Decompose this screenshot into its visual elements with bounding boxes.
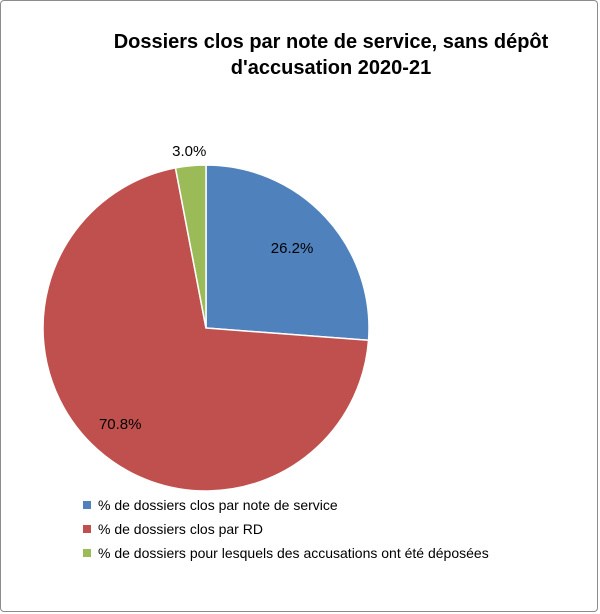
legend-swatch-rd <box>83 525 91 533</box>
legend-label: % de dossiers pour lesquels des accusati… <box>98 545 489 561</box>
legend-label: % de dossiers clos par RD <box>98 521 263 537</box>
pie-data-label: 70.8% <box>99 416 142 433</box>
legend-item: % de dossiers clos par note de service <box>83 493 489 517</box>
chart-title-line-1: Dossiers clos par note de service, sans … <box>113 31 549 53</box>
legend-swatch-accusations <box>83 549 91 557</box>
pie-data-label: 26.2% <box>271 240 314 257</box>
legend-item: % de dossiers pour lesquels des accusati… <box>83 541 489 565</box>
legend-label: % de dossiers clos par note de service <box>98 497 338 513</box>
legend-item: % de dossiers clos par RD <box>83 517 489 541</box>
pie-slice <box>205 164 370 342</box>
pie-slice <box>42 167 370 491</box>
legend: % de dossiers clos par note de service %… <box>83 493 489 565</box>
legend-swatch-note-de-service <box>83 501 91 509</box>
chart-title-line-2: d'accusation 2020-21 <box>230 57 432 79</box>
pie-slice <box>174 164 207 329</box>
pie-chart: 26.2% 70.8% 3.0% <box>42 143 370 491</box>
pie-data-label: 3.0% <box>172 143 206 160</box>
chart-title: Dossiers clos par note de service, sans … <box>41 29 600 81</box>
